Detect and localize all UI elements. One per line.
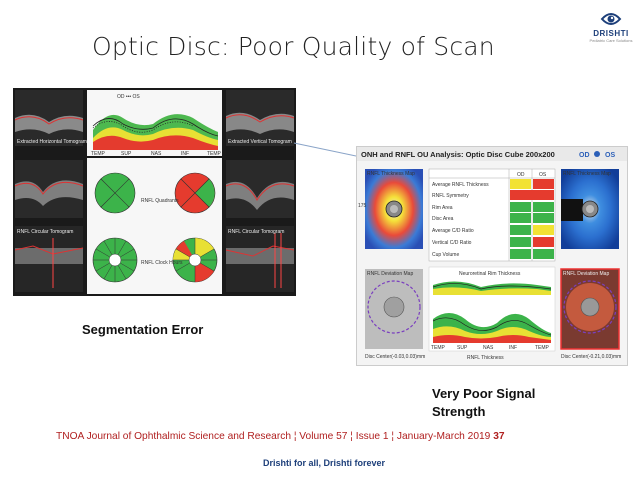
drishti-logo: DRISHTI Pediatric Care Solutions bbox=[588, 10, 634, 43]
od-label: OD bbox=[579, 152, 590, 159]
logo-brand: DRISHTI bbox=[593, 29, 629, 38]
table-row-label: Average C/D Ratio bbox=[432, 228, 474, 234]
segmentation-error-caption: Segmentation Error bbox=[82, 322, 204, 337]
quadrants-label: RNFL Quadrants bbox=[141, 198, 179, 204]
poor-signal-figure: ONH and RNFL OU Analysis: Optic Disc Cub… bbox=[356, 146, 628, 366]
rnfl-thickness-label: RNFL Thickness bbox=[467, 355, 504, 361]
ou-analysis-header: ONH and RNFL OU Analysis: Optic Disc Cub… bbox=[361, 150, 555, 159]
disc-center-os: Disc Center(-0.21,0.03)mm bbox=[561, 354, 621, 360]
right-tick-3: INF bbox=[509, 345, 517, 351]
left-tick-3: INF bbox=[181, 151, 189, 157]
logo-tagline: Pediatric Care Solutions bbox=[589, 38, 633, 43]
y-tick-175: 175 bbox=[358, 203, 367, 209]
vertical-tomogram-label: Extracted Vertical Tomogram bbox=[228, 139, 292, 145]
left-tick-1: SUP bbox=[121, 151, 132, 157]
table-col-os: OS bbox=[539, 172, 547, 178]
table-col-od: OD bbox=[517, 172, 525, 178]
table-row-label: Rim Area bbox=[432, 205, 453, 211]
right-tick-0: TEMP bbox=[431, 345, 446, 351]
nrt-title: Neuroretinal Rim Thickness bbox=[459, 271, 521, 277]
circular-tomogram-od-label: RNFL Circular Tomogram bbox=[17, 229, 73, 235]
table-row-label: Cup Volume bbox=[432, 252, 459, 258]
poor-signal-caption-line1: Very Poor Signal bbox=[432, 386, 536, 401]
clock-hours-label: RNFL Clock Hours bbox=[141, 260, 183, 266]
page-number: 37 bbox=[493, 431, 505, 442]
connector-line bbox=[293, 142, 357, 157]
journal-citation: TNOA Journal of Ophthalmic Science and R… bbox=[56, 431, 491, 442]
deviation-os-label: RNFL Deviation Map bbox=[563, 271, 609, 277]
table-row-label: Disc Area bbox=[432, 216, 454, 222]
thickness-map-os-label: RNFL Thickness Map bbox=[563, 171, 611, 177]
footer-tagline: Drishti for all, Drishti forever bbox=[263, 458, 386, 468]
table-row-label: RNFL Symmetry bbox=[432, 193, 469, 199]
thickness-map-od-label: RNFL Thickness Map bbox=[367, 171, 415, 177]
table-row-label: Average RNFL Thickness bbox=[432, 182, 489, 188]
right-tick-4: TEMP bbox=[535, 345, 550, 351]
circular-tomogram-os-label: RNFL Circular Tomogram bbox=[228, 229, 284, 235]
slide-title: Optic Disc: Poor Quality of Scan bbox=[92, 32, 495, 61]
segmentation-error-figure: Extracted Horizontal Tomogram RNFL Circu… bbox=[13, 88, 296, 296]
deviation-od-label: RNFL Deviation Map bbox=[367, 271, 413, 277]
drishti-eye-icon bbox=[600, 13, 622, 25]
poor-signal-caption-line2: Strength bbox=[432, 404, 486, 419]
horizontal-tomogram-label: Extracted Horizontal Tomogram bbox=[17, 139, 87, 145]
left-tick-0: TEMP bbox=[91, 151, 106, 157]
os-label: OS bbox=[605, 152, 615, 159]
right-tick-2: NAS bbox=[483, 345, 494, 351]
right-tick-1: SUP bbox=[457, 345, 468, 351]
parameters-table: OD OS Average RNFL Thickness RNFL Symmet… bbox=[428, 168, 556, 262]
left-tick-2: NAS bbox=[151, 151, 162, 157]
legend-label: OD ••• OS bbox=[117, 94, 140, 100]
left-tick-4: TEMP bbox=[207, 151, 222, 157]
table-row-label: Vertical C/D Ratio bbox=[432, 240, 472, 246]
journal-footer: TNOA Journal of Ophthalmic Science and R… bbox=[56, 431, 505, 442]
disc-center-od: Disc Center(-0.03,0.03)mm bbox=[365, 354, 425, 360]
